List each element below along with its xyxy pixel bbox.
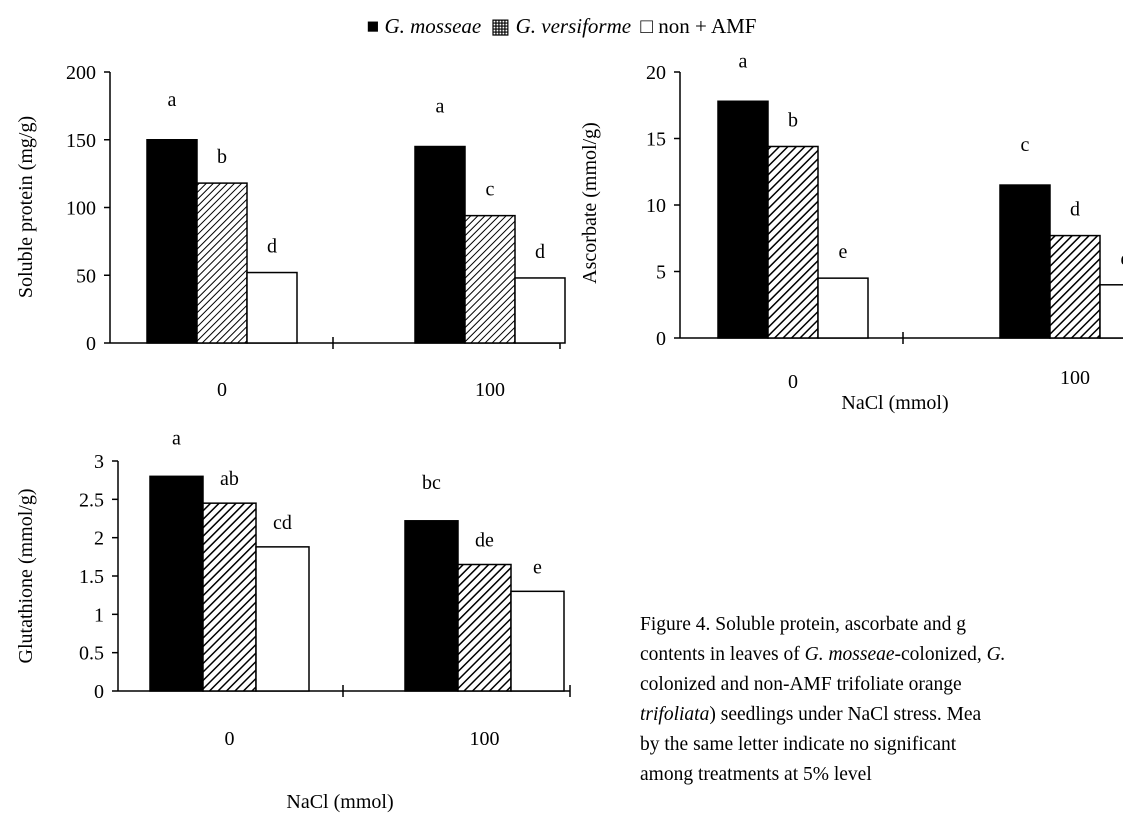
x-category-label: 0 bbox=[217, 379, 227, 401]
caption-line-5: by the same letter indicate no significa… bbox=[640, 734, 957, 755]
significance-letter: d bbox=[535, 241, 545, 263]
bar-1-0 bbox=[717, 100, 769, 339]
legend-label-g-mosseae: G. mosseae bbox=[384, 14, 482, 38]
significance-letter: c bbox=[1021, 134, 1030, 156]
y-tick-label: 200 bbox=[66, 62, 96, 84]
bar-3-0 bbox=[246, 271, 298, 344]
significance-letter: d bbox=[267, 236, 277, 258]
x-axis-title: NaCl (mmol) bbox=[286, 791, 393, 813]
y-axis-title: Ascorbate (mmol/g) bbox=[579, 122, 601, 284]
significance-letter: cd bbox=[273, 512, 292, 534]
chart-panel-1: 0 50 100 150 200 a b d 0 a c d 100 Soluble protein (m… bbox=[15, 62, 566, 401]
bar-1-0 bbox=[146, 139, 198, 344]
y-tick-label: 100 bbox=[66, 198, 96, 220]
significance-letter: c bbox=[486, 179, 495, 201]
y-tick-label: 10 bbox=[646, 195, 666, 217]
y-tick-label: 15 bbox=[646, 129, 666, 151]
bar-1-0 bbox=[149, 475, 204, 692]
figure-caption: Figure 4. Soluble protein, ascorbate and… bbox=[640, 610, 1123, 790]
bar-3-0 bbox=[255, 546, 310, 692]
significance-letter: d bbox=[1070, 199, 1080, 221]
significance-letter: a bbox=[436, 96, 445, 118]
y-tick-label: 2.5 bbox=[79, 489, 104, 511]
legend-swatch-hatched-icon: ▦ bbox=[490, 14, 511, 38]
chart-panel-3: 0 0.5 1 1.5 2 2.5 3 a ab cd 0 bc de e 100 Glutathione (… bbox=[15, 427, 571, 813]
bar-2-0 bbox=[767, 145, 819, 339]
legend-item-g-versiforme: ▦ G. versiforme bbox=[491, 14, 632, 38]
caption-line-3: colonized and non-AMF trifoliate orange bbox=[640, 674, 962, 695]
significance-letter: a bbox=[172, 427, 181, 449]
bar-2-0 bbox=[196, 182, 248, 344]
significance-letter: ab bbox=[220, 468, 239, 490]
bar-2-0 bbox=[202, 502, 257, 692]
significance-letter: e bbox=[533, 556, 542, 578]
legend-label-non-amf: non + AMF bbox=[658, 14, 757, 38]
legend-item-non-amf: □ non + AMF bbox=[640, 14, 756, 38]
bar-2-100 bbox=[464, 214, 516, 344]
bar-1-100 bbox=[404, 520, 459, 692]
y-tick-label: 2 bbox=[94, 528, 104, 550]
legend-swatch-empty-icon: □ bbox=[640, 14, 654, 38]
y-axis-title: Soluble protein (mg/g) bbox=[15, 116, 37, 298]
y-tick-label: 1.5 bbox=[79, 566, 104, 588]
x-axis-title: NaCl (mmol) bbox=[841, 392, 948, 414]
chart-panel-2: 0 5 10 15 20 a b e 0 c d e 100 Ascorbate (mmol/g) NaCl… bbox=[579, 50, 1123, 414]
y-tick-label: 3 bbox=[94, 451, 104, 473]
significance-letter: a bbox=[168, 89, 177, 111]
significance-letter: de bbox=[475, 530, 494, 552]
y-axis-title: Glutathione (mmol/g) bbox=[15, 489, 37, 664]
significance-letter: bc bbox=[422, 472, 441, 494]
caption-line-2: contents in leaves of G. mosseae-coloniz… bbox=[640, 644, 1006, 665]
caption-line-6: among treatments at 5% level bbox=[640, 764, 872, 785]
bar-3-100 bbox=[1099, 284, 1123, 339]
x-category-label: 100 bbox=[475, 379, 505, 401]
bar-3-100 bbox=[514, 277, 566, 344]
x-category-label: 0 bbox=[788, 371, 798, 393]
significance-letter: e bbox=[839, 241, 848, 263]
x-category-label: 0 bbox=[225, 728, 235, 750]
legend-label-g-versiforme: G. versiforme bbox=[515, 14, 632, 38]
y-tick-label: 5 bbox=[656, 262, 666, 284]
legend-item-g-mosseae: ■ G. mosseae bbox=[367, 14, 482, 38]
y-tick-label: 0 bbox=[656, 328, 666, 350]
significance-letter: a bbox=[739, 50, 748, 72]
bar-2-100 bbox=[457, 563, 512, 692]
y-tick-label: 0 bbox=[86, 333, 96, 355]
legend-swatch-solid-icon: ■ bbox=[366, 14, 380, 38]
y-tick-label: 0.5 bbox=[79, 643, 104, 665]
bar-3-0 bbox=[817, 277, 869, 339]
y-tick-label: 1 bbox=[94, 604, 104, 626]
significance-letter: b bbox=[788, 109, 798, 131]
y-tick-label: 20 bbox=[646, 62, 666, 84]
x-category-label: 100 bbox=[1060, 367, 1090, 389]
y-tick-label: 50 bbox=[76, 265, 96, 287]
x-category-label: 100 bbox=[470, 728, 500, 750]
legend: ■ G. mosseae ▦ G. versiforme □ non + AMF bbox=[0, 14, 1123, 39]
bar-1-100 bbox=[999, 184, 1051, 339]
bar-1-100 bbox=[414, 145, 466, 344]
y-tick-label: 0 bbox=[94, 681, 104, 703]
y-tick-label: 150 bbox=[66, 130, 96, 152]
significance-letter: e bbox=[1121, 248, 1123, 270]
caption-line-4: trifoliata) seedlings under NaCl stress.… bbox=[640, 704, 982, 725]
significance-letter: b bbox=[217, 146, 227, 168]
bar-2-100 bbox=[1049, 234, 1101, 339]
bar-3-100 bbox=[510, 590, 565, 692]
caption-line-1: Figure 4. Soluble protein, ascorbate and… bbox=[640, 614, 967, 635]
